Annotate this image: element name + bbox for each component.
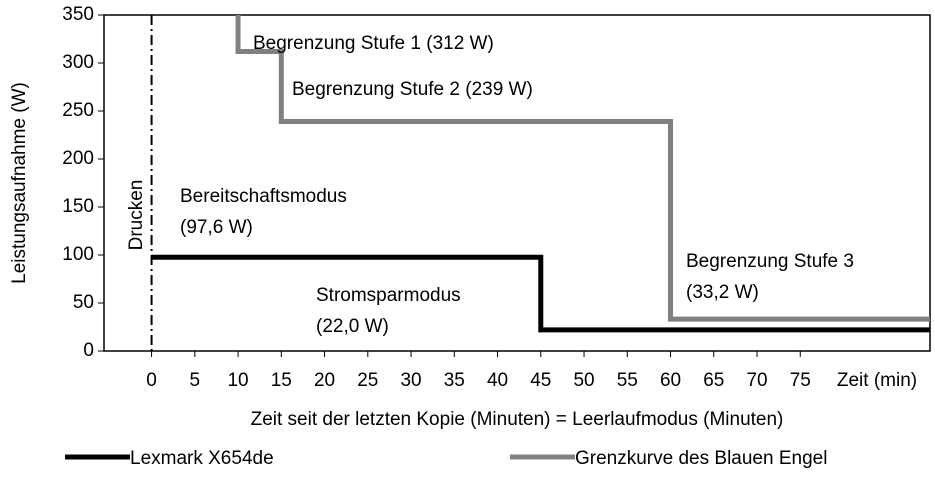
y-tick-label: 350 [62, 4, 94, 25]
x-tick-label: 25 [357, 370, 378, 391]
y-tick-label: 200 [62, 148, 94, 169]
x-tick-label: 30 [400, 370, 421, 391]
y-tick-label: 300 [62, 52, 94, 73]
plot-frame [103, 14, 931, 352]
x-tick-label: 45 [530, 370, 551, 391]
x-tick-label: 15 [271, 370, 292, 391]
x-tick-label: 65 [703, 370, 724, 391]
y-tick-label: 100 [62, 244, 94, 265]
x-tick-label: 0 [146, 370, 157, 391]
y-tick-label: 50 [73, 292, 94, 313]
x-tick-label: 35 [444, 370, 465, 391]
x-tick-label: 5 [190, 370, 201, 391]
x-tick-label: 40 [487, 370, 508, 391]
x-tick-label: 10 [227, 370, 248, 391]
y-tick-label: 0 [83, 340, 94, 361]
annotation: Begrenzung Stufe 1 (312 W) [253, 33, 494, 54]
y-axis-label: Leistungsaufnahme (W) [9, 82, 30, 284]
annotation: (33,2 W) [686, 282, 759, 303]
x-tick-label: 70 [746, 370, 767, 391]
annotation: Begrenzung Stufe 3 [686, 251, 854, 272]
x-axis-label: Zeit seit der letzten Kopie (Minuten) = … [251, 409, 784, 430]
x-tick-label: 20 [314, 370, 335, 391]
legend-label: Lexmark X654de [130, 448, 274, 469]
x-unit-label: Zeit (min) [837, 370, 917, 391]
annotation: (22,0 W) [316, 316, 389, 337]
annotation: (97,6 W) [180, 217, 253, 238]
annotation: Begrenzung Stufe 2 (239 W) [292, 79, 533, 100]
x-tick-label: 75 [790, 370, 811, 391]
series-line [151, 254, 930, 333]
y-tick-label: 150 [62, 196, 94, 217]
x-tick-label: 55 [617, 370, 638, 391]
annotation: Stromsparmodus [316, 285, 461, 306]
annotation: Drucken [126, 180, 147, 251]
series-line [235, 15, 930, 322]
annotation: Bereitschaftsmodus [180, 186, 347, 207]
x-tick-label: 60 [660, 370, 681, 391]
x-tick-label: 50 [573, 370, 594, 391]
legend-label: Grenzkurve des Blauen Engel [575, 448, 827, 469]
y-tick-label: 250 [62, 100, 94, 121]
